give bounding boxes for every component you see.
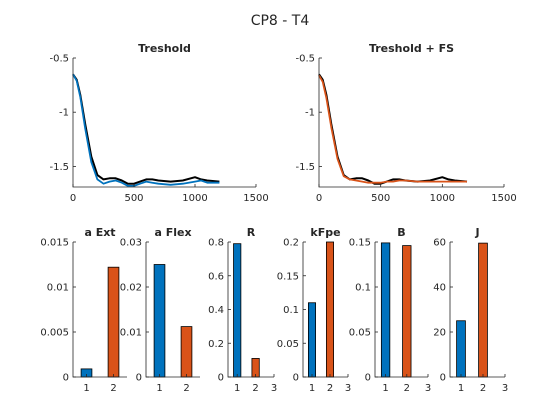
y-tick-label: 0.15 bbox=[277, 271, 299, 282]
bar-2 bbox=[325, 241, 334, 378]
y-tick-label: -1 bbox=[59, 108, 69, 119]
subplot-2: Treshold + FS 0 500 1000 1500 -0.5 -1 -1.5 bbox=[295, 42, 516, 204]
x-tick-label: 1000 bbox=[182, 193, 207, 204]
bar-1 bbox=[456, 320, 466, 378]
x-tick-label: 3 bbox=[502, 383, 508, 394]
y-tick-label: -0.5 bbox=[49, 54, 69, 65]
subplot-6: kFpe 1 2 3 0 0.05 0.1 0.15 0.2 bbox=[277, 226, 351, 394]
x-tick-label: 1 bbox=[458, 383, 464, 394]
bar-1 bbox=[380, 242, 391, 378]
bar-2 bbox=[107, 266, 120, 378]
y-tick-label: 0.01 bbox=[47, 283, 69, 294]
figure-title: CP8 - T4 bbox=[251, 13, 310, 29]
y-tick-label: -1 bbox=[305, 108, 315, 119]
axis-lines bbox=[318, 58, 504, 188]
x-tick-label: 1500 bbox=[243, 193, 268, 204]
subplot-title: Treshold + FS bbox=[369, 42, 454, 55]
bar-2 bbox=[402, 245, 412, 378]
y-tick-label: 0.4 bbox=[208, 305, 224, 316]
x-tick-label: 1 bbox=[156, 383, 162, 394]
x-tick-label: 1 bbox=[83, 383, 89, 394]
y-tick-label: 0 bbox=[365, 373, 371, 384]
x-tick-label: 2 bbox=[110, 383, 116, 394]
bar-2 bbox=[180, 326, 193, 378]
y-tick-label: 0.05 bbox=[349, 328, 371, 339]
y-tick-label: 20 bbox=[433, 328, 446, 339]
y-tick-label: 0.02 bbox=[120, 283, 142, 294]
bar-1 bbox=[233, 243, 242, 378]
subplot-title: J bbox=[474, 226, 479, 239]
subplot-5: R 1 2 3 0 0.2 0.4 0.6 0.8 bbox=[208, 226, 277, 394]
y-tick-label: 0.6 bbox=[208, 271, 224, 282]
series-line-blue bbox=[72, 73, 220, 187]
y-tick-label: 0.8 bbox=[208, 238, 224, 249]
y-tick-label: 0 bbox=[63, 373, 69, 384]
x-tick-label: 1000 bbox=[430, 193, 455, 204]
subplot-3: a Ext 1 2 0 0.005 0.01 0.015 bbox=[40, 226, 127, 394]
x-tick-label: 500 bbox=[124, 193, 143, 204]
subplot-8: J 1 2 3 0 20 40 60 bbox=[433, 226, 508, 394]
x-tick-label: 3 bbox=[425, 383, 431, 394]
subplot-4: a Flex 1 2 0 0.01 0.02 0.03 bbox=[120, 226, 200, 394]
x-tick-label: 1 bbox=[382, 383, 388, 394]
bar-2 bbox=[478, 242, 488, 378]
y-tick-label: 0 bbox=[440, 373, 446, 384]
x-tick-label: 3 bbox=[271, 383, 277, 394]
y-tick-label: 0.1 bbox=[355, 283, 371, 294]
subplot-title: B bbox=[397, 226, 405, 239]
x-tick-label: 1 bbox=[309, 383, 315, 394]
axis-lines bbox=[72, 58, 256, 188]
y-tick-label: 0 bbox=[293, 373, 299, 384]
y-tick-label: 0.05 bbox=[277, 339, 299, 350]
x-tick-label: 0 bbox=[70, 193, 76, 204]
subplot-title: R bbox=[247, 226, 256, 239]
series-line-orange bbox=[318, 74, 467, 184]
y-tick-label: 0.005 bbox=[40, 328, 69, 339]
y-tick-label: 0 bbox=[136, 373, 142, 384]
subplot-title: Treshold bbox=[138, 42, 191, 55]
y-tick-label: 0.2 bbox=[283, 238, 299, 249]
x-tick-label: 0 bbox=[316, 193, 322, 204]
x-tick-label: 2 bbox=[480, 383, 486, 394]
y-tick-label: -1.5 bbox=[295, 162, 315, 173]
x-tick-label: 2 bbox=[404, 383, 410, 394]
x-tick-label: 1500 bbox=[491, 193, 516, 204]
x-tick-label: 500 bbox=[371, 193, 390, 204]
y-tick-label: 0.2 bbox=[208, 339, 224, 350]
y-tick-label: 0.1 bbox=[283, 305, 299, 316]
x-tick-label: 1 bbox=[234, 383, 240, 394]
y-tick-label: 60 bbox=[433, 238, 446, 249]
y-tick-label: 0.15 bbox=[349, 238, 371, 249]
y-tick-label: 0.015 bbox=[40, 238, 69, 249]
y-tick-label: -0.5 bbox=[295, 54, 315, 65]
y-tick-label: 40 bbox=[433, 283, 446, 294]
y-tick-label: 0.01 bbox=[120, 328, 142, 339]
bar-1 bbox=[307, 302, 316, 378]
subplot-title: a Ext bbox=[84, 226, 115, 239]
y-tick-label: -1.5 bbox=[49, 162, 69, 173]
series-line-black bbox=[72, 73, 220, 185]
subplot-1: Treshold 0 500 1000 1500 -0.5 -1 -1.5 bbox=[49, 42, 268, 204]
y-tick-label: 0 bbox=[218, 373, 224, 384]
x-tick-label: 3 bbox=[345, 383, 351, 394]
x-tick-label: 2 bbox=[252, 383, 258, 394]
subplot-title: kFpe bbox=[310, 226, 340, 239]
subplot-title: a Flex bbox=[154, 226, 191, 239]
bar-1 bbox=[153, 264, 166, 378]
x-tick-label: 2 bbox=[183, 383, 189, 394]
y-tick-label: 0.03 bbox=[120, 238, 142, 249]
x-tick-label: 2 bbox=[327, 383, 333, 394]
subplot-7: B 1 2 3 0 0.05 0.1 0.15 bbox=[349, 226, 431, 394]
